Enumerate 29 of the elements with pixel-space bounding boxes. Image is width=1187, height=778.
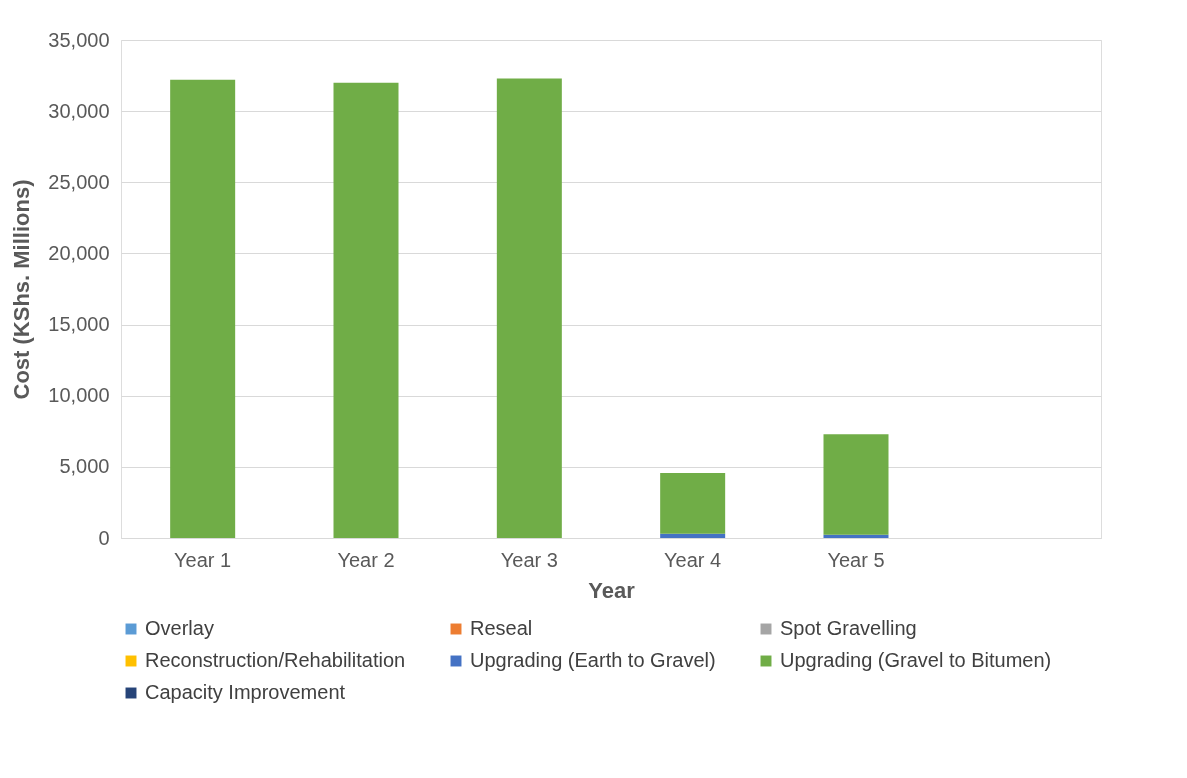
y-tick-label: 20,000 [48,241,110,264]
y-axis-title: Cost (KShs. Millions) [9,179,35,400]
legend-label: Overlay [145,617,214,639]
y-tick-label: 0 [98,526,110,549]
bar [170,79,236,538]
y-tick-label: 15,000 [48,313,110,336]
bar [660,472,726,534]
legend-label: Capacity Improvement [145,681,346,703]
x-tick-label: Year 1 [174,548,232,571]
legend-label: Reconstruction/Rehabilitation [145,649,406,671]
legend-label: Reseal [470,617,533,639]
x-tick-label: Year 4 [664,548,722,571]
y-tick-label: 30,000 [48,99,110,122]
legend-label: Spot Gravelling [780,617,917,639]
bar [660,533,726,538]
bar [333,82,399,538]
bar [823,534,889,538]
legend-label: Upgrading (Gravel to Bitumen) [780,649,1052,671]
x-axis-title: Year [588,577,636,603]
y-tick-label: 5,000 [59,455,110,478]
legend-label: Upgrading (Earth to Gravel) [470,649,716,671]
x-tick-label: Year 3 [500,548,558,571]
y-tick-label: 10,000 [48,384,110,407]
x-tick-label: Year 5 [827,548,885,571]
y-tick-label: 25,000 [48,170,110,193]
y-tick-label: 35,000 [48,28,110,51]
x-tick-label: Year 2 [337,548,395,571]
bar [823,434,889,535]
bar [496,78,562,538]
